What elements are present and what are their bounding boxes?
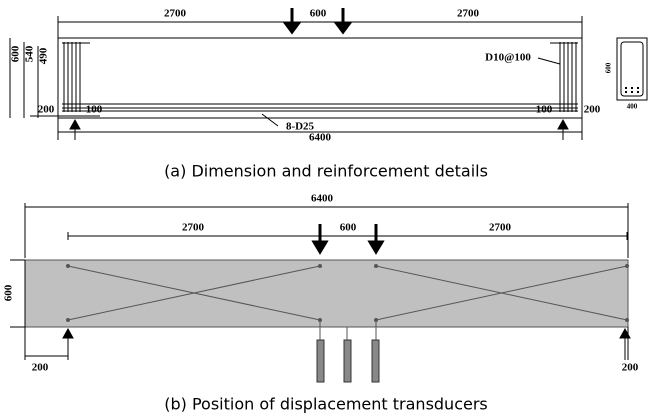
offset-label: 200 — [584, 104, 601, 116]
height-label: 600 — [3, 284, 15, 301]
section-stirrup — [620, 41, 644, 97]
stirrups — [63, 42, 81, 112]
span-label: 600 — [340, 222, 357, 234]
bar-label: 8-D25 — [286, 121, 315, 133]
span-label: 600 — [310, 8, 327, 20]
load-arrow — [334, 8, 352, 35]
panel-b: 6400 2700 600 2700 600 — [3, 193, 639, 414]
offset-label: 100 — [86, 104, 103, 116]
span-label: 2700 — [489, 222, 512, 234]
section — [616, 37, 648, 101]
offset-label: 200 — [38, 104, 55, 116]
load-arrow — [283, 8, 301, 35]
gauge-point — [66, 318, 70, 322]
offset-label: 200 — [32, 362, 49, 374]
section-height: 600 — [605, 62, 613, 73]
beam-elevation — [57, 37, 583, 119]
total-length: 6400 — [311, 193, 334, 205]
offset-dims — [24, 327, 629, 360]
load-arrow — [367, 224, 385, 255]
caption: (b) Position of displacement transducers — [164, 395, 488, 414]
caption: (a) Dimension and reinforcement details — [164, 162, 488, 181]
gauge-point — [318, 264, 322, 268]
diagonal-gauges — [67, 265, 628, 321]
gauge-points — [66, 264, 629, 322]
gauge-point — [374, 264, 378, 268]
gauge-point — [66, 264, 70, 268]
stirrup-label: D10@100 — [485, 52, 531, 64]
transducer — [343, 339, 352, 383]
offset-label: 200 — [622, 362, 639, 374]
load-arrow — [311, 224, 329, 255]
total-length: 6400 — [309, 132, 332, 144]
transducer — [371, 339, 380, 383]
beam — [24, 259, 629, 328]
stirrups — [559, 42, 577, 112]
span-label: 2700 — [164, 8, 187, 20]
support — [62, 327, 74, 339]
gauge-point — [625, 264, 629, 268]
gauge-point — [625, 318, 629, 322]
section-bars — [625, 87, 639, 93]
span-label: 2700 — [457, 8, 480, 20]
leader — [261, 113, 279, 127]
offset-label: 100 — [536, 104, 553, 116]
leader — [537, 57, 561, 65]
height-label: 490 — [38, 47, 50, 64]
transducer — [316, 339, 325, 383]
section-width: 400 — [627, 103, 638, 111]
transducer-rods — [319, 320, 377, 340]
span-label: 2700 — [182, 222, 205, 234]
height-label: 540 — [24, 45, 36, 62]
panel-a: 2700 600 2700 600 540 490 D10@100 8-D25 … — [9, 8, 648, 181]
height-label: 600 — [10, 45, 22, 62]
